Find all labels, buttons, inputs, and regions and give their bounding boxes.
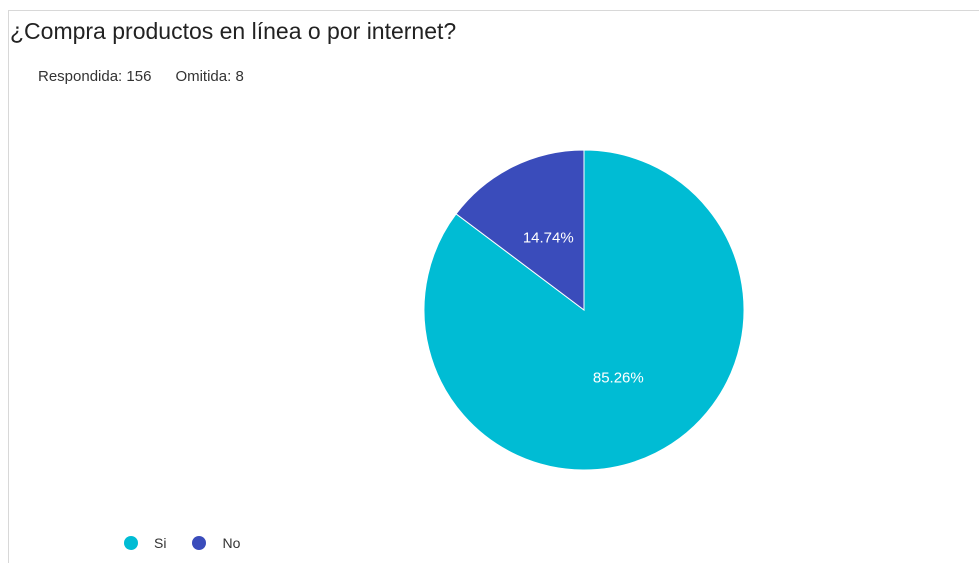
pie-slice-no[interactable] <box>455 149 585 312</box>
question-title: ¿Compra productos en línea o por interne… <box>10 18 457 44</box>
chart-legend: Si No <box>124 535 266 551</box>
slice-label-si: 85.26% <box>593 370 644 387</box>
response-stats: Respondida: 156 Omitida: 8 <box>38 68 244 85</box>
legend-item-no[interactable]: No <box>192 535 240 551</box>
legend-label-no: No <box>222 535 241 551</box>
legend-item-si[interactable]: Si <box>124 535 166 551</box>
legend-dot-no <box>192 536 207 550</box>
slice-label-no: 14.74% <box>523 229 574 246</box>
legend-dot-si <box>124 536 138 550</box>
legend-label-si: Si <box>154 535 167 551</box>
skipped-count: Omitida: 8 <box>175 68 244 85</box>
question-panel <box>8 10 979 563</box>
answered-count: Respondida: 156 <box>38 68 152 85</box>
